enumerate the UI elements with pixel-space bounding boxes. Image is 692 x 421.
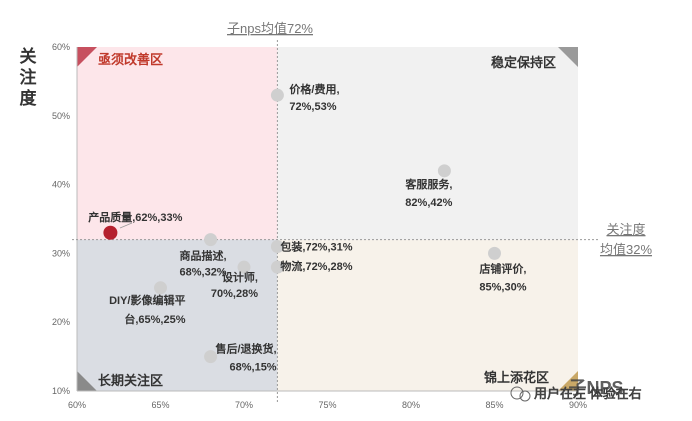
x-tick-label: 90%	[569, 400, 587, 410]
watermark-corner-text: 子NPS	[568, 378, 623, 398]
nps-average-label: 子nps均值72%	[227, 21, 313, 36]
svg-text:度: 度	[20, 88, 38, 108]
quadrant-title-bottom-right: 锦上添花区	[484, 370, 549, 385]
y-tick-label: 60%	[52, 42, 70, 52]
data-point	[270, 240, 284, 254]
data-point	[270, 88, 284, 102]
point-label: 82%,42%	[405, 197, 452, 209]
x-tick-label: 70%	[235, 400, 253, 410]
y-tick-label: 40%	[52, 180, 70, 190]
y-tick-label: 30%	[52, 248, 70, 258]
data-point	[154, 281, 167, 295]
highlight-point	[103, 225, 118, 240]
quadrant-title-top-right: 稳定保持区	[491, 55, 556, 70]
point-label: 台,65%,25%	[124, 312, 185, 326]
point-label: 设计师,	[222, 270, 258, 284]
svg-text:注: 注	[20, 67, 37, 87]
x-tick-label: 85%	[485, 400, 503, 410]
highlight-leader-line	[119, 222, 133, 229]
point-label: 85%,30%	[479, 281, 526, 293]
x-tick-label: 65%	[151, 400, 169, 410]
x-tick-label: 60%	[68, 400, 86, 410]
point-label: 68%,15%	[230, 362, 277, 374]
data-point	[488, 246, 501, 260]
corner-triangle-bottom-left	[77, 371, 97, 391]
y-tick-label: 50%	[52, 111, 70, 121]
point-label: 客服服务,	[404, 177, 452, 191]
attention-average-label-line2: 均值32%	[600, 242, 652, 257]
quadrant-top-left-bg	[77, 47, 278, 240]
quadrant-top-right-bg	[277, 47, 578, 240]
point-label: 72%,53%	[289, 101, 336, 113]
data-point	[437, 164, 451, 178]
point-label: 包装,72%,31%	[279, 240, 352, 254]
point-label: 售后/退换货,	[214, 342, 276, 356]
quadrant-bottom-right-bg	[277, 239, 578, 391]
point-label: 70%,28%	[211, 288, 258, 300]
data-point	[270, 260, 284, 274]
svg-text:关: 关	[20, 46, 37, 66]
x-tick-label: 80%	[402, 400, 420, 410]
point-label: 价格/费用,	[289, 82, 339, 96]
point-label: 商品描述,	[180, 249, 227, 263]
data-point	[204, 233, 218, 247]
point-label: DIY/影像编辑平	[109, 293, 185, 307]
corner-triangle-top-right	[558, 47, 578, 67]
y-tick-label: 20%	[52, 317, 70, 327]
y-axis-label: 关注度	[20, 46, 38, 108]
data-point	[204, 350, 218, 364]
quadrant-title-bottom-left: 长期关注区	[98, 373, 163, 388]
corner-triangle-top-left	[77, 47, 97, 67]
quadrant-title-top-left: 亟须改善区	[98, 52, 163, 67]
corner-triangle-bottom-right	[558, 371, 578, 391]
x-tick-label: 75%	[318, 400, 336, 410]
point-label: 物流,72%,28%	[280, 259, 352, 273]
y-tick-label: 10%	[52, 386, 70, 396]
point-label: 店铺评价,	[479, 261, 526, 275]
point-label: 产品质量,62%,33%	[88, 210, 182, 224]
attention-average-label-line1: 关注度	[606, 222, 645, 237]
wechat-icon	[510, 386, 531, 402]
point-label: 68%,32%	[180, 267, 227, 279]
watermark-text: 用户在左 体验在右	[534, 386, 642, 401]
data-point	[237, 260, 251, 274]
